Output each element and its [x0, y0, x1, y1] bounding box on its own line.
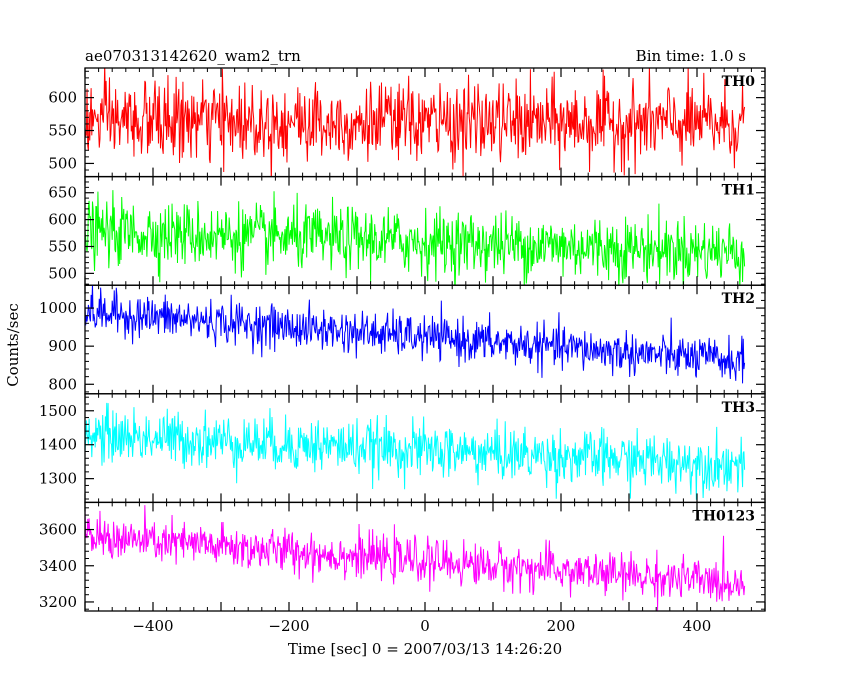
- x-axis-label: Time [sec] 0 = 2007/03/13 14:26:20: [288, 640, 562, 658]
- panel-th1: 500 550 600 650 TH1: [48, 175, 766, 286]
- y-tick-label: 1300: [39, 470, 77, 488]
- y-tick-label: 1500: [39, 402, 77, 420]
- series-line-th0: [85, 68, 746, 177]
- y-tick-label: 900: [48, 337, 77, 355]
- panels-group: 500 550 600 TH0 500 550 600 650 TH1 800 900 1000 TH2…: [39, 67, 766, 635]
- y-tick-label: 550: [48, 122, 77, 140]
- series-line-th0123: [85, 505, 746, 611]
- y-axis-label: Counts/sec: [4, 303, 22, 387]
- series-label-th0123: TH0123: [692, 508, 755, 524]
- panel-th0123: 3200 3400 3600 TH0123: [39, 501, 766, 612]
- x-tick-label: 200: [547, 617, 576, 635]
- x-tick-label: 0: [420, 617, 430, 635]
- y-tick-label: 800: [48, 375, 77, 393]
- panel-frame: [84, 501, 766, 612]
- series-label-th3: TH3: [722, 400, 755, 416]
- bin-time-label: Bin time: 1.0 s: [636, 47, 746, 65]
- series-label-th2: TH2: [722, 291, 755, 307]
- series-line-th2: [85, 285, 746, 384]
- y-tick-label: 500: [48, 264, 77, 282]
- y-tick-label: 650: [48, 184, 77, 202]
- y-tick-label: 1400: [39, 436, 77, 454]
- panel-th2: 800 900 1000 TH2: [39, 284, 766, 395]
- series-line-th1: [85, 190, 746, 286]
- panel-th3: 1300 1400 1500 TH3: [39, 393, 766, 504]
- x-tick-label: −400: [132, 617, 173, 635]
- y-tick-label: 3200: [39, 593, 77, 611]
- y-tick-label: 550: [48, 237, 77, 255]
- y-tick-label: 600: [48, 89, 77, 107]
- y-tick-label: 3400: [39, 557, 77, 575]
- panel-th0: 500 550 600 TH0: [48, 67, 766, 178]
- x-tick-label: −200: [268, 617, 309, 635]
- series-label-th0: TH0: [722, 74, 756, 90]
- x-tick-label: 400: [683, 617, 712, 635]
- chart-title: ae070313142620_wam2_trn: [85, 47, 301, 65]
- series-line-th3: [85, 402, 746, 500]
- y-tick-label: 600: [48, 211, 77, 229]
- y-tick-label: 1000: [39, 299, 77, 317]
- y-tick-label: 3600: [39, 521, 77, 539]
- y-tick-label: 500: [48, 154, 77, 172]
- series-label-th1: TH1: [722, 183, 755, 199]
